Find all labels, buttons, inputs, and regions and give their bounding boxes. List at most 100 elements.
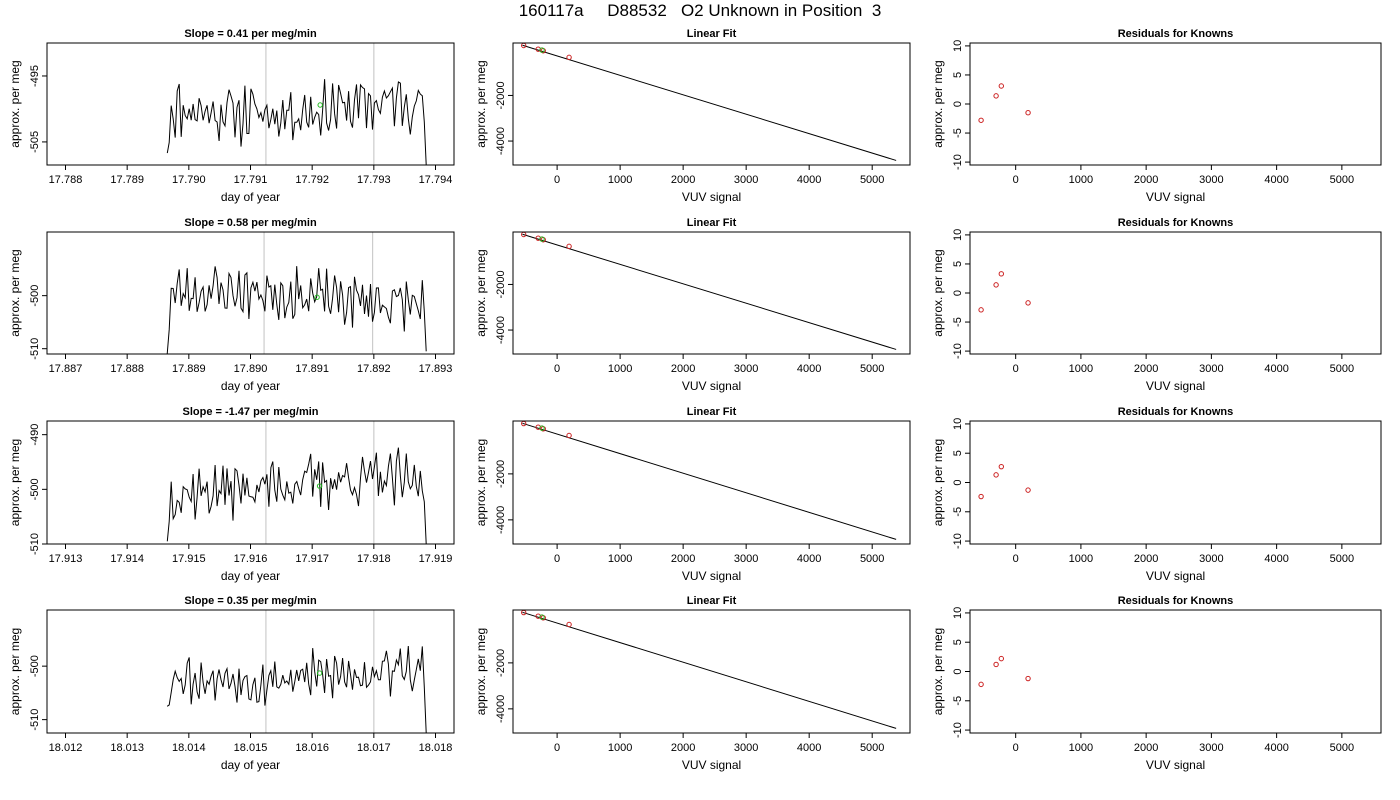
y-tick-label: -5	[952, 696, 964, 706]
residual-point	[1025, 110, 1031, 116]
y-tick-label: 0	[952, 290, 964, 296]
y-tick-label: -10	[952, 533, 964, 549]
x-tick-label: 0	[554, 553, 560, 565]
unknown-point	[314, 294, 320, 300]
x-tick-label: 17.790	[172, 174, 206, 186]
y-tick-label: 0	[952, 101, 964, 107]
x-axis-label: VUV signal	[682, 758, 741, 772]
plot-area	[521, 43, 897, 161]
x-axis-label: day of year	[221, 379, 280, 393]
panel-3-2: Linear Fit 0 1000 2000 3000 4000 5000 -2000 -400…	[474, 406, 911, 583]
x-tick-label: 17.893	[419, 363, 453, 375]
y-axis-label: approx. per meg	[8, 439, 22, 526]
y-tick-label: -5	[952, 507, 964, 517]
x-tick-label: 3000	[1199, 363, 1223, 375]
panel-title: Linear Fit	[687, 406, 737, 418]
y-axis-label: approx. per meg	[8, 249, 22, 336]
x-tick-label: 18.017	[357, 742, 391, 754]
x-tick-label: 17.890	[234, 363, 268, 375]
panel-4-3: Residuals for Knowns 0 1000 2000 3000 4000 500…	[931, 595, 1382, 772]
panel-4-1: Slope = 0.35 per meg/min 18.012 18.013 18.0…	[8, 595, 455, 772]
x-axis-label: VUV signal	[1146, 379, 1205, 393]
y-tick-label: 5	[952, 72, 964, 78]
x-tick-label: 2000	[671, 363, 695, 375]
x-tick-label: 4000	[797, 742, 821, 754]
y-tick-label: -2000	[495, 649, 507, 677]
known-point	[566, 432, 572, 439]
y-tick-label: -510	[29, 338, 41, 360]
y-tick-label: 10	[952, 229, 964, 241]
x-tick-label: 1000	[608, 174, 632, 186]
panel-2-1: Slope = 0.58 per meg/min 17.887 17.888 17.8…	[8, 217, 455, 393]
x-tick-label: 3000	[734, 363, 758, 375]
x-tick-label: 17.792	[295, 174, 329, 186]
x-tick-label: 17.913	[49, 553, 83, 565]
plot-area	[166, 421, 427, 544]
unknown-point	[539, 47, 545, 53]
x-tick-label: 3000	[734, 174, 758, 186]
x-axis-label: VUV signal	[1146, 758, 1205, 772]
x-tick-label: 4000	[797, 174, 821, 186]
y-tick-label: -500	[29, 285, 41, 307]
x-tick-label: 17.892	[357, 363, 391, 375]
panel-title: Linear Fit	[687, 28, 737, 40]
panel-title: Slope = 0.58 per meg/min	[184, 217, 317, 229]
y-tick-label: 5	[952, 450, 964, 456]
y-tick-label: -2000	[495, 460, 507, 488]
fit-line	[522, 233, 897, 350]
plot-area	[978, 655, 1031, 688]
y-tick-label: 10	[952, 40, 964, 52]
x-tick-label: 17.891	[295, 363, 329, 375]
known-point	[566, 621, 572, 628]
x-tick-label: 5000	[1330, 553, 1354, 565]
y-tick-label: -500	[29, 478, 41, 500]
panel-title: Residuals for Knowns	[1118, 28, 1234, 40]
x-tick-label: 4000	[1264, 363, 1288, 375]
fit-line	[522, 44, 897, 161]
residual-point	[998, 655, 1005, 662]
panel-title: Residuals for Knowns	[1118, 217, 1234, 229]
residual-point	[993, 93, 999, 99]
panel-3-3: Residuals for Knowns 0 1000 2000 3000 4000 500…	[931, 406, 1382, 583]
x-tick-label: 2000	[1134, 742, 1158, 754]
x-tick-label: 4000	[1264, 174, 1288, 186]
residual-point	[978, 681, 984, 688]
plot-frame	[512, 609, 911, 734]
y-tick-label: -500	[29, 655, 41, 677]
unknown-point	[316, 483, 323, 489]
y-tick-label: -5	[952, 128, 964, 138]
data-trace	[166, 645, 427, 733]
x-tick-label: 5000	[860, 363, 884, 375]
unknown-point	[316, 670, 323, 676]
x-tick-label: 5000	[1330, 742, 1354, 754]
x-axis-label: day of year	[221, 569, 280, 583]
plot-area	[978, 463, 1031, 500]
x-axis-label: day of year	[221, 758, 280, 772]
y-tick-label: -10	[952, 722, 964, 738]
x-tick-label: 3000	[734, 553, 758, 565]
x-tick-label: 4000	[1264, 553, 1288, 565]
x-tick-label: 18.015	[234, 742, 268, 754]
x-tick-label: 4000	[797, 553, 821, 565]
panel-title: Residuals for Knowns	[1118, 406, 1234, 418]
fit-line	[522, 422, 897, 540]
y-tick-label: 5	[952, 261, 964, 267]
x-tick-label: 17.915	[172, 553, 206, 565]
x-axis-label: VUV signal	[1146, 190, 1205, 204]
fit-line	[522, 611, 897, 729]
panel-4-2: Linear Fit 0 1000 2000 3000 4000 5000 -2000 -400…	[474, 595, 911, 772]
y-tick-label: -495	[29, 65, 41, 87]
x-tick-label: 17.917	[295, 553, 329, 565]
x-tick-label: 17.794	[419, 174, 453, 186]
x-tick-label: 17.918	[357, 553, 391, 565]
plot-area	[166, 43, 427, 165]
y-tick-label: -505	[29, 131, 41, 153]
panel-title: Residuals for Knowns	[1118, 595, 1234, 607]
y-axis-label: approx. per meg	[8, 60, 22, 147]
x-axis-label: VUV signal	[682, 379, 741, 393]
panel-2-3: Residuals for Knowns 0 1000 2000 3000 4000 500…	[931, 217, 1382, 393]
y-axis-label: approx. per meg	[931, 439, 945, 526]
panel-title: Slope = 0.41 per meg/min	[184, 28, 317, 40]
x-tick-label: 2000	[671, 553, 695, 565]
